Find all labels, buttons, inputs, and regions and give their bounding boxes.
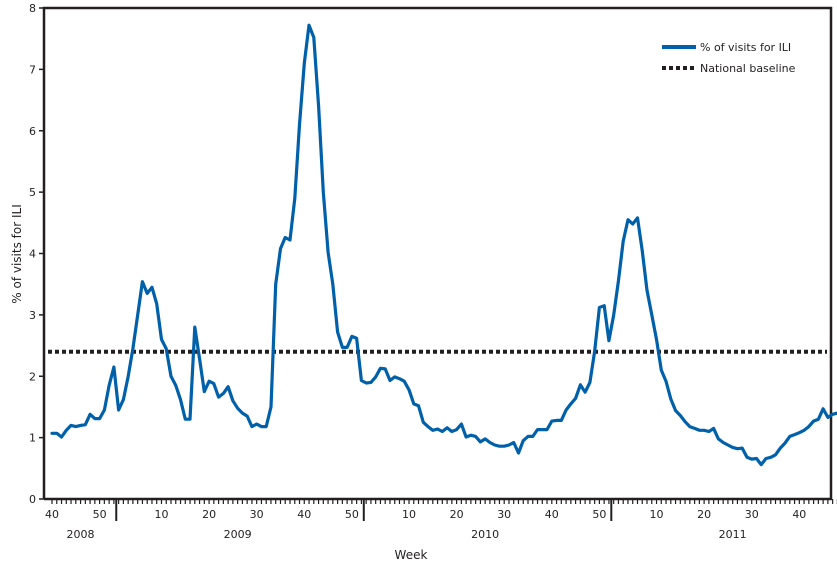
legend-label-baseline: National baseline [700, 62, 796, 75]
y-tick-label: 4 [29, 248, 36, 261]
legend-label-ili: % of visits for ILI [700, 41, 791, 54]
year-label: 2008 [67, 528, 95, 541]
y-tick-label: 7 [29, 63, 36, 76]
y-axis-title: % of visits for ILI [10, 204, 24, 303]
year-label: 2009 [224, 528, 252, 541]
y-tick-label: 8 [29, 2, 36, 15]
x-tick-label: 20 [697, 508, 711, 521]
legend: % of visits for ILI National baseline [662, 41, 796, 75]
y-tick-label: 5 [29, 186, 36, 199]
year-label: 2011 [719, 528, 747, 541]
x-tick-label: 50 [93, 508, 107, 521]
year-label: 2010 [471, 528, 499, 541]
x-tick-label: 10 [650, 508, 664, 521]
y-tick-label: 1 [29, 432, 36, 445]
x-axis-title: Week [395, 548, 428, 562]
plot-frame [42, 6, 833, 501]
x-tick-label: 30 [745, 508, 759, 521]
x-tick-label: 20 [450, 508, 464, 521]
y-tick-label: 2 [29, 370, 36, 383]
x-tick-label: 30 [250, 508, 264, 521]
x-tick-label: 10 [402, 508, 416, 521]
x-tick-label: 20 [202, 508, 216, 521]
x-tick-label: 30 [497, 508, 511, 521]
x-tick-label: 40 [545, 508, 559, 521]
y-axis: 0 1 2 3 4 5 6 7 8 [29, 2, 44, 506]
x-tick-label: 50 [592, 508, 606, 521]
y-tick-label: 3 [29, 309, 36, 322]
x-tick-label: 40 [297, 508, 311, 521]
x-axis: 40 50 10 20 30 40 50 10 20 30 40 50 10 20 30 40 2008 2009… [45, 499, 837, 541]
x-tick-label: 40 [792, 508, 806, 521]
x-tick-label: 10 [154, 508, 168, 521]
x-tick-label: 40 [45, 508, 59, 521]
ili-series-line [50, 23, 837, 467]
y-tick-label: 6 [29, 125, 36, 138]
x-tick-label: 50 [345, 508, 359, 521]
y-tick-label: 0 [29, 493, 36, 506]
